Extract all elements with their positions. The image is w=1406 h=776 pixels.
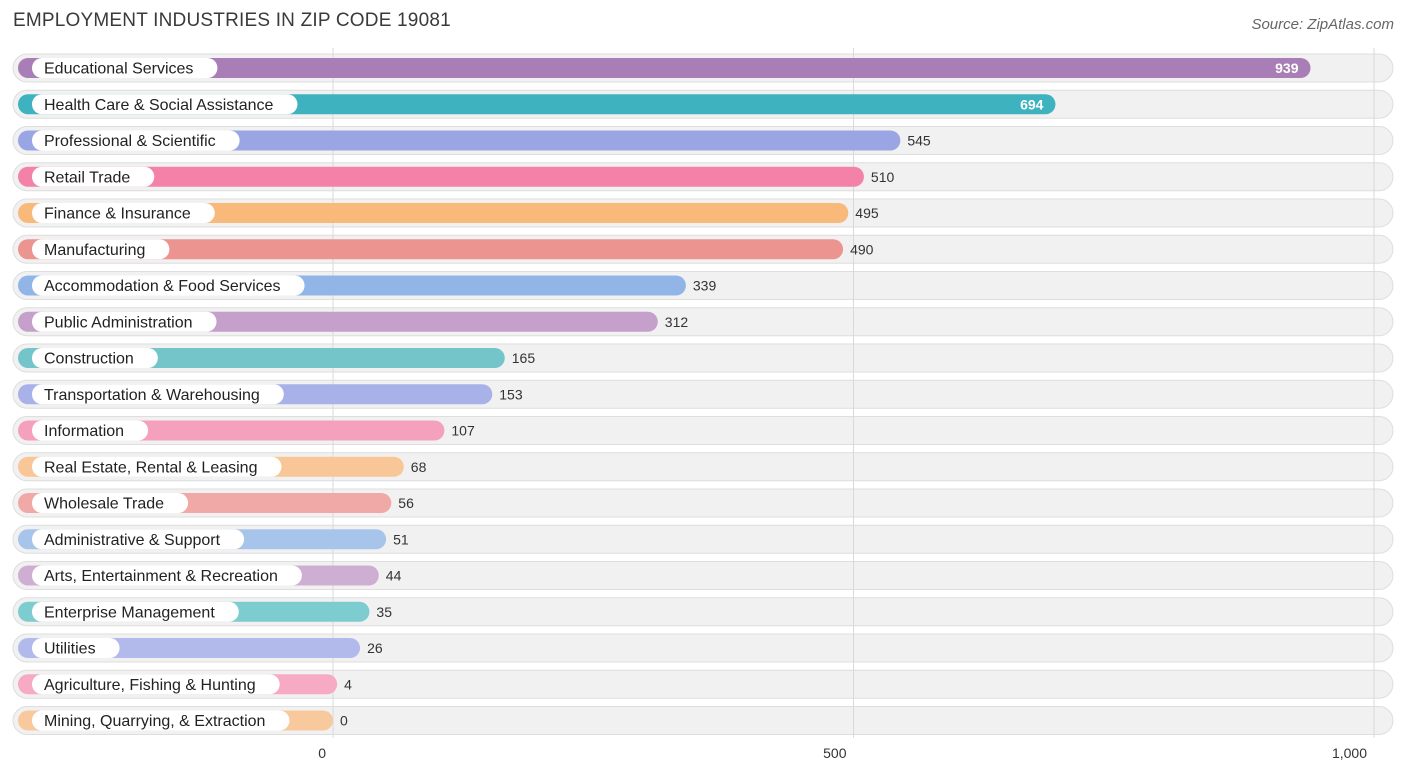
bar-label: Agriculture, Fishing & Hunting: [44, 677, 256, 694]
bar-label: Mining, Quarrying, & Extraction: [44, 713, 265, 730]
value-label: 35: [376, 604, 392, 620]
bar-label: Wholesale Trade: [44, 496, 164, 513]
bar-label-pill: [32, 311, 217, 332]
bar-label: Professional & Scientific: [44, 133, 216, 150]
bar-label-pill: [32, 638, 120, 658]
bar: [18, 166, 864, 187]
value-label: 44: [386, 568, 402, 584]
bar-label: Educational Services: [44, 61, 193, 78]
bar-label: Utilities: [44, 641, 96, 658]
bar-label-pill: [32, 58, 218, 78]
bar-label: Manufacturing: [44, 242, 145, 259]
value-label: 153: [499, 386, 523, 402]
value-label: 26: [367, 640, 383, 656]
bar-label-pill: [32, 275, 305, 296]
value-label: 545: [907, 133, 931, 149]
bar-label: Finance & Insurance: [44, 206, 191, 223]
bar-label: Administrative & Support: [44, 532, 221, 549]
chart-title: EMPLOYMENT INDUSTRIES IN ZIP CODE 19081: [13, 10, 451, 31]
bar: [18, 130, 901, 151]
bar-label-pill: [32, 166, 155, 187]
bar-label-pill: [32, 565, 302, 586]
bar-label-pill: [32, 203, 215, 223]
x-tick-label: 0: [318, 745, 326, 761]
value-label: 51: [393, 531, 409, 547]
value-label: 339: [693, 278, 717, 294]
value-label: 56: [398, 495, 414, 511]
bar-label-pill: [32, 674, 280, 695]
bar: [18, 239, 844, 260]
bar-label-pill: [32, 130, 240, 151]
bar-label-pill: [32, 601, 239, 622]
bar-label-pill: [32, 710, 290, 731]
bar-label: Construction: [44, 351, 134, 368]
value-label: 312: [665, 314, 689, 330]
bar-label-pill: [32, 529, 245, 550]
bar-label: Public Administration: [44, 314, 193, 331]
bar-label: Retail Trade: [44, 169, 130, 186]
bar-label-pill: [32, 384, 284, 405]
row-track: [12, 633, 1394, 663]
bar-label: Enterprise Management: [44, 604, 215, 621]
value-label: 165: [512, 350, 536, 366]
value-label: 68: [411, 459, 427, 475]
value-label: 495: [855, 205, 879, 221]
bar-label-pill: [32, 493, 189, 513]
bar: [18, 203, 849, 223]
bar: [18, 58, 1311, 78]
x-tick-label: 500: [823, 745, 847, 761]
value-label: 939: [1275, 60, 1299, 76]
row-track: [12, 669, 1394, 699]
bar-label-pill: [32, 420, 149, 441]
source-note: Source: ZipAtlas.com: [1251, 16, 1394, 33]
value-label: 0: [340, 713, 348, 729]
row-track: [12, 706, 1394, 735]
bar-label: Transportation & Warehousing: [44, 387, 260, 404]
value-label: 490: [850, 241, 874, 257]
bar-label: Real Estate, Rental & Leasing: [44, 459, 257, 476]
bar-label: Accommodation & Food Services: [44, 278, 281, 295]
bar-label: Information: [44, 423, 124, 440]
bar-label: Arts, Entertainment & Recreation: [44, 568, 278, 585]
value-label: 694: [1020, 96, 1044, 112]
bar-label-pill: [32, 456, 282, 477]
value-label: 510: [871, 169, 895, 185]
bar-label-pill: [32, 348, 158, 368]
bar-label-pill: [32, 239, 170, 260]
bar-label-pill: [32, 94, 298, 115]
value-label: 107: [451, 423, 475, 439]
bar-label: Health Care & Social Assistance: [44, 97, 274, 114]
value-label: 4: [344, 676, 352, 692]
x-tick-label: 1,000: [1332, 745, 1367, 761]
